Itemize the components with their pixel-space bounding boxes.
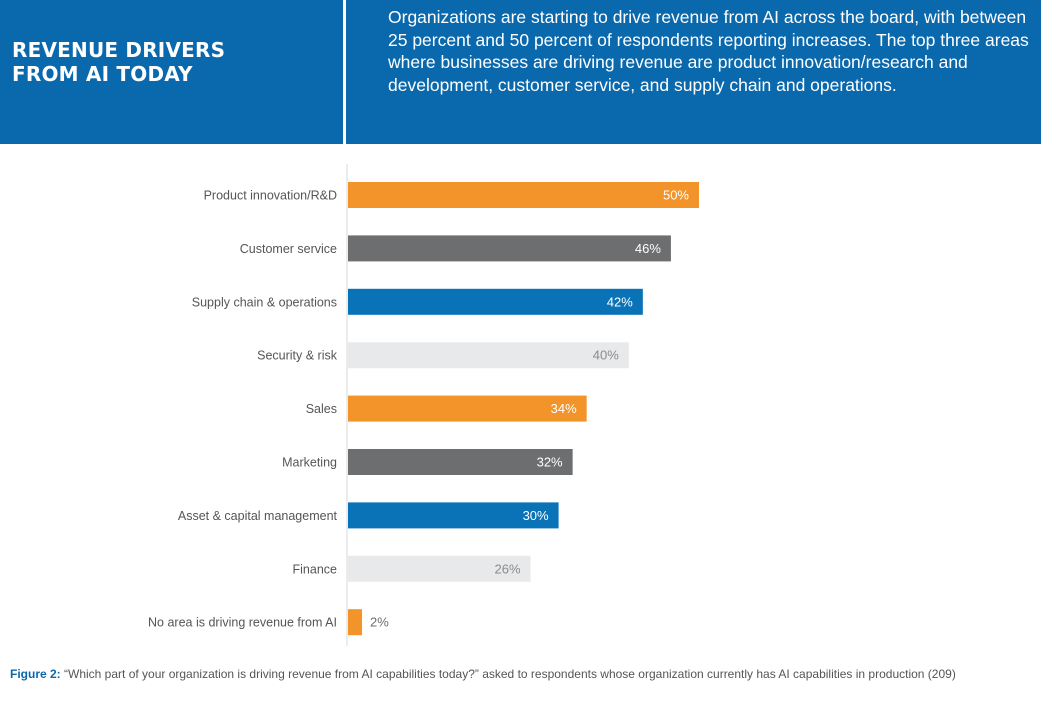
bar bbox=[348, 449, 573, 475]
bar bbox=[348, 182, 699, 208]
bar bbox=[348, 395, 587, 422]
bar-value-label: 40% bbox=[593, 348, 619, 363]
bar bbox=[348, 235, 671, 262]
header-divider bbox=[343, 0, 346, 144]
header-banner: REVENUE DRIVERS FROM AI TODAY Organizati… bbox=[0, 0, 1041, 144]
category-label: Security & risk bbox=[257, 349, 338, 363]
bar-value-label: 26% bbox=[494, 561, 520, 576]
figure-caption-label: Figure 2: bbox=[10, 667, 61, 681]
bar-value-label: 32% bbox=[537, 455, 563, 470]
bar-value-label: 42% bbox=[607, 294, 633, 309]
bar-value-label: 30% bbox=[523, 508, 549, 523]
title-line-2: FROM AI TODAY bbox=[12, 62, 193, 86]
category-label: Customer service bbox=[240, 242, 337, 256]
title-line-1: REVENUE DRIVERS bbox=[12, 38, 226, 62]
category-label: Marketing bbox=[282, 456, 337, 470]
category-label: Asset & capital management bbox=[178, 509, 338, 523]
bar bbox=[348, 555, 531, 582]
bar-chart: Product innovation/R&D 50% Customer servic… bbox=[148, 164, 699, 646]
category-label: Product innovation/R&D bbox=[204, 189, 337, 203]
bar-value-label: 2% bbox=[370, 615, 389, 630]
category-label: Sales bbox=[306, 402, 337, 416]
header-description: Organizations are starting to drive reve… bbox=[388, 7, 1029, 95]
page-title: REVENUE DRIVERS FROM AI TODAY bbox=[12, 38, 332, 86]
figure-caption-text: “Which part of your organization is driv… bbox=[60, 667, 956, 681]
bar-value-label: 46% bbox=[635, 241, 661, 256]
bar bbox=[348, 342, 629, 369]
bar bbox=[348, 502, 559, 529]
category-label: Finance bbox=[293, 562, 338, 576]
bar-value-label: 34% bbox=[551, 401, 577, 416]
figure-caption: Figure 2: “Which part of your organizati… bbox=[10, 667, 1030, 682]
category-label: No area is driving revenue from AI bbox=[148, 616, 337, 630]
category-label: Supply chain & operations bbox=[192, 295, 337, 309]
bar-value-label: 50% bbox=[663, 188, 689, 203]
bar bbox=[348, 609, 363, 636]
bar bbox=[348, 288, 643, 315]
